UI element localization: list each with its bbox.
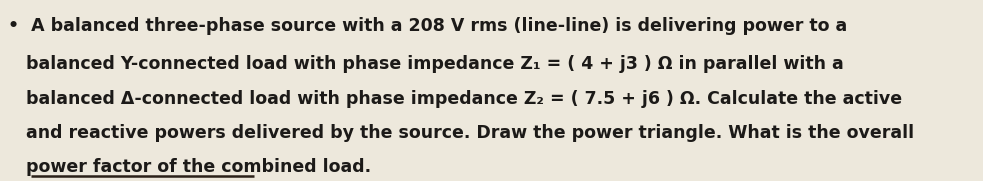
Text: balanced Y-connected load with phase impedance Z₁ = ( 4 + j3 ) Ω in parallel wit: balanced Y-connected load with phase imp…: [8, 55, 843, 73]
Text: power factor of the combined load.: power factor of the combined load.: [8, 158, 371, 176]
Text: •  A balanced three-phase source with a 208 V rms (line-line) is delivering powe: • A balanced three-phase source with a 2…: [8, 17, 847, 35]
Text: balanced Δ-connected load with phase impedance Z₂ = ( 7.5 + j6 ) Ω. Calculate th: balanced Δ-connected load with phase imp…: [8, 90, 902, 108]
Text: and reactive powers delivered by the source. Draw the power triangle. What is th: and reactive powers delivered by the sou…: [8, 124, 914, 142]
